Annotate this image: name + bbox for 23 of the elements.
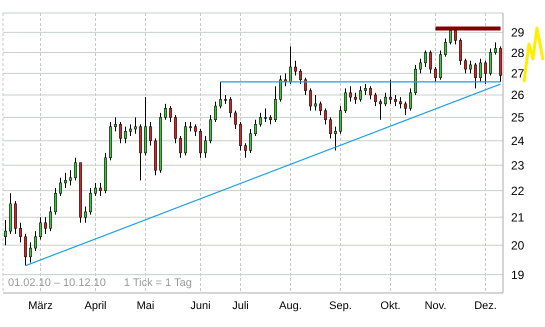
x-tick-label: März [28,300,53,312]
x-tick-label: Juni [190,300,211,312]
y-tick-label: 23 [511,158,525,172]
y-tick-label: 19 [511,268,525,282]
x-tick-label: Okt. [380,300,401,312]
x-tick-label: Nov. [424,300,446,312]
annotation: 1 Tick = 1 Tag [124,277,192,289]
x-tick-label: Dez. [474,300,497,312]
x-tick-label: Sep. [329,300,352,312]
y-tick-label: 24 [511,134,525,148]
y-tick-label: 27 [511,66,525,81]
x-tick-label: April [84,300,107,312]
y-tick-label: 25 [511,110,525,125]
annotation: 01.02.10 – 10.12.10 [8,277,106,289]
y-tick-label: 28 [511,46,525,60]
y-tick-label: 22 [511,184,525,198]
y-tick-label: 29 [511,26,525,40]
y-tick-label: 20 [511,238,525,252]
y-tick-label: 26 [511,88,525,102]
x-tick-label: Juli [232,300,249,312]
y-tick-label: 21 [511,210,525,225]
x-tick-label: Aug. [279,300,302,312]
x-tick-label: Mai [136,300,154,312]
